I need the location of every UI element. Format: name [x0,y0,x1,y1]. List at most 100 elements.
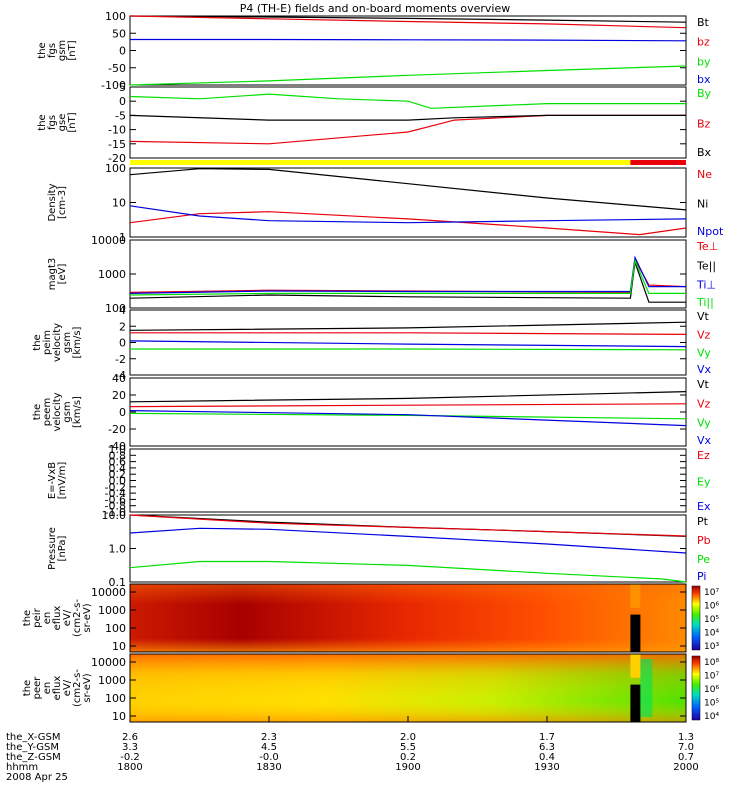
panel-frame [129,583,687,653]
y-axis-label: gsm [62,332,73,353]
series-line-vx [129,340,687,348]
colorbar-tick-label: 10⁶ [704,685,719,695]
y-tick-label: 0.0 [109,475,127,488]
status-bar-red [630,160,686,165]
series-line-vy [129,412,687,420]
y-axis-label: magt3 [47,258,58,291]
series-line-vz [130,332,687,335]
x-axis-row-label: the_X-GSM [6,732,60,743]
series-line-by [129,65,687,86]
colorbar-tick-label: 10⁷ [704,672,719,682]
colorbar-tick-label: 10⁸ [704,658,719,668]
panel-frame [129,15,687,86]
x-axis-value: 5.5 [400,742,416,753]
y-axis-label: [nPa] [57,535,68,561]
panel-pressure: 10.0 1.0 0.1 Pressure [nPa] Pt Pb Pe Pi [47,509,711,589]
legend-entry: bx [697,73,711,86]
x-axis-value: 2000 [673,762,698,773]
series-line-npot [129,205,687,224]
y-tick-label: 100 [105,162,126,175]
legend-entry: Vz [697,397,711,410]
series-line-vz [129,403,687,408]
heatmap-gap-black [630,614,641,652]
x-axis-value: 0.4 [539,752,555,763]
legend-entry: By [697,87,712,100]
x-axis-value: -0.0 [259,752,279,763]
colorbar-tick-label: 10⁴ [704,629,719,639]
panel-efield: 1.00.80.60.40.20.0-0.2-0.4-0.6-0.8-1.0 E=… [47,443,711,519]
series-line-vt [129,391,687,403]
y-tick-label: 0 [119,337,126,350]
heatmap-gap-top [630,584,641,608]
y-tick-label: 50 [112,27,126,40]
x-axis-value: 2.0 [400,732,416,743]
y-tick-label: 0 [119,95,126,108]
panel-frame [129,514,687,583]
y-tick-label: 1000 [98,268,126,281]
panel-velocity-gse: 40 20 0 -20 -40 the peem velocity gsm [km/s] Vt Vz V… [32,372,712,453]
y-axis-label: the [32,334,43,350]
colorbar-tick-label: 10⁶ [704,602,719,612]
y-axis-label: peim [42,330,53,355]
colorbar-tick-label: 10⁵ [704,699,719,709]
panel-fgs-gse: 50-5 -10-15-20 the fgs gse [nT] By Bz Bx [37,81,712,165]
chart-title: P4 (TH-E) fields and on-board moments ov… [240,2,511,15]
panel-frame [129,309,687,376]
y-tick-label: 10 [112,640,126,653]
y-axis-label: the [37,42,48,58]
y-axis-label: [nT] [67,40,78,60]
x-axis-value: 1800 [117,762,142,773]
y-tick-label: 10000 [91,234,126,247]
series-line-vt [129,321,687,331]
y-tick-label: -2 [115,353,126,366]
legend-entry: Bx [697,146,712,159]
y-tick-label: 4 [119,304,126,317]
y-axis-label: gsm [57,40,68,61]
y-axis-label: eV/ [62,679,73,696]
y-tick-label: -0.6 [105,493,126,506]
heatmap-gap-top [630,654,641,678]
y-axis-label: [km/s] [72,396,83,428]
y-tick-label: 10 [112,710,126,723]
y-tick-label: 0 [119,45,126,58]
series-line-ti [129,258,686,296]
y-axis-label: [km/s] [72,326,83,358]
y-axis-label: gsm [62,401,73,422]
panel-frame [129,86,687,159]
y-tick-label: -100 [101,79,126,92]
y-tick-label: -20 [108,152,126,165]
legend-entry: Bt [697,16,710,29]
colorbar [691,655,701,721]
y-tick-label: 100 [105,622,126,635]
y-axis-label: en [42,612,53,625]
legend-entry: Pb [697,534,711,547]
x-axis-value: 0.2 [400,752,416,763]
y-tick-label: 5 [119,81,126,94]
y-axis-label: the [32,404,43,420]
y-axis-label: Pressure [47,527,58,570]
y-tick-label: 10000 [91,586,126,599]
y-tick-label: -0.4 [105,487,126,500]
heatmap-feature [640,659,653,717]
y-tick-label: -0.2 [105,481,126,494]
colorbar [691,585,701,651]
status-bar-yellow [130,160,631,165]
legend-entry: Ti|| [696,296,714,309]
y-tick-label: 20 [112,389,126,402]
legend-entry: Te|| [696,259,716,272]
x-axis-value: 1930 [534,762,559,773]
y-tick-label: -4 [115,369,126,382]
series-line-ni [129,168,687,211]
y-tick-label: 0.1 [109,576,127,589]
y-axis-label: E=-VxB [47,462,58,499]
series-line-ne [129,211,687,236]
legend-entry: Ni [697,198,708,211]
series-line-bx [130,38,687,42]
y-axis-label: velocity [52,392,63,431]
y-axis-label: the [22,610,33,626]
legend-entry: Pt [697,515,709,528]
legend-entry: Vy [697,417,711,430]
y-axis-label: fgs [47,115,58,130]
heatmap-gap-black [630,684,641,722]
